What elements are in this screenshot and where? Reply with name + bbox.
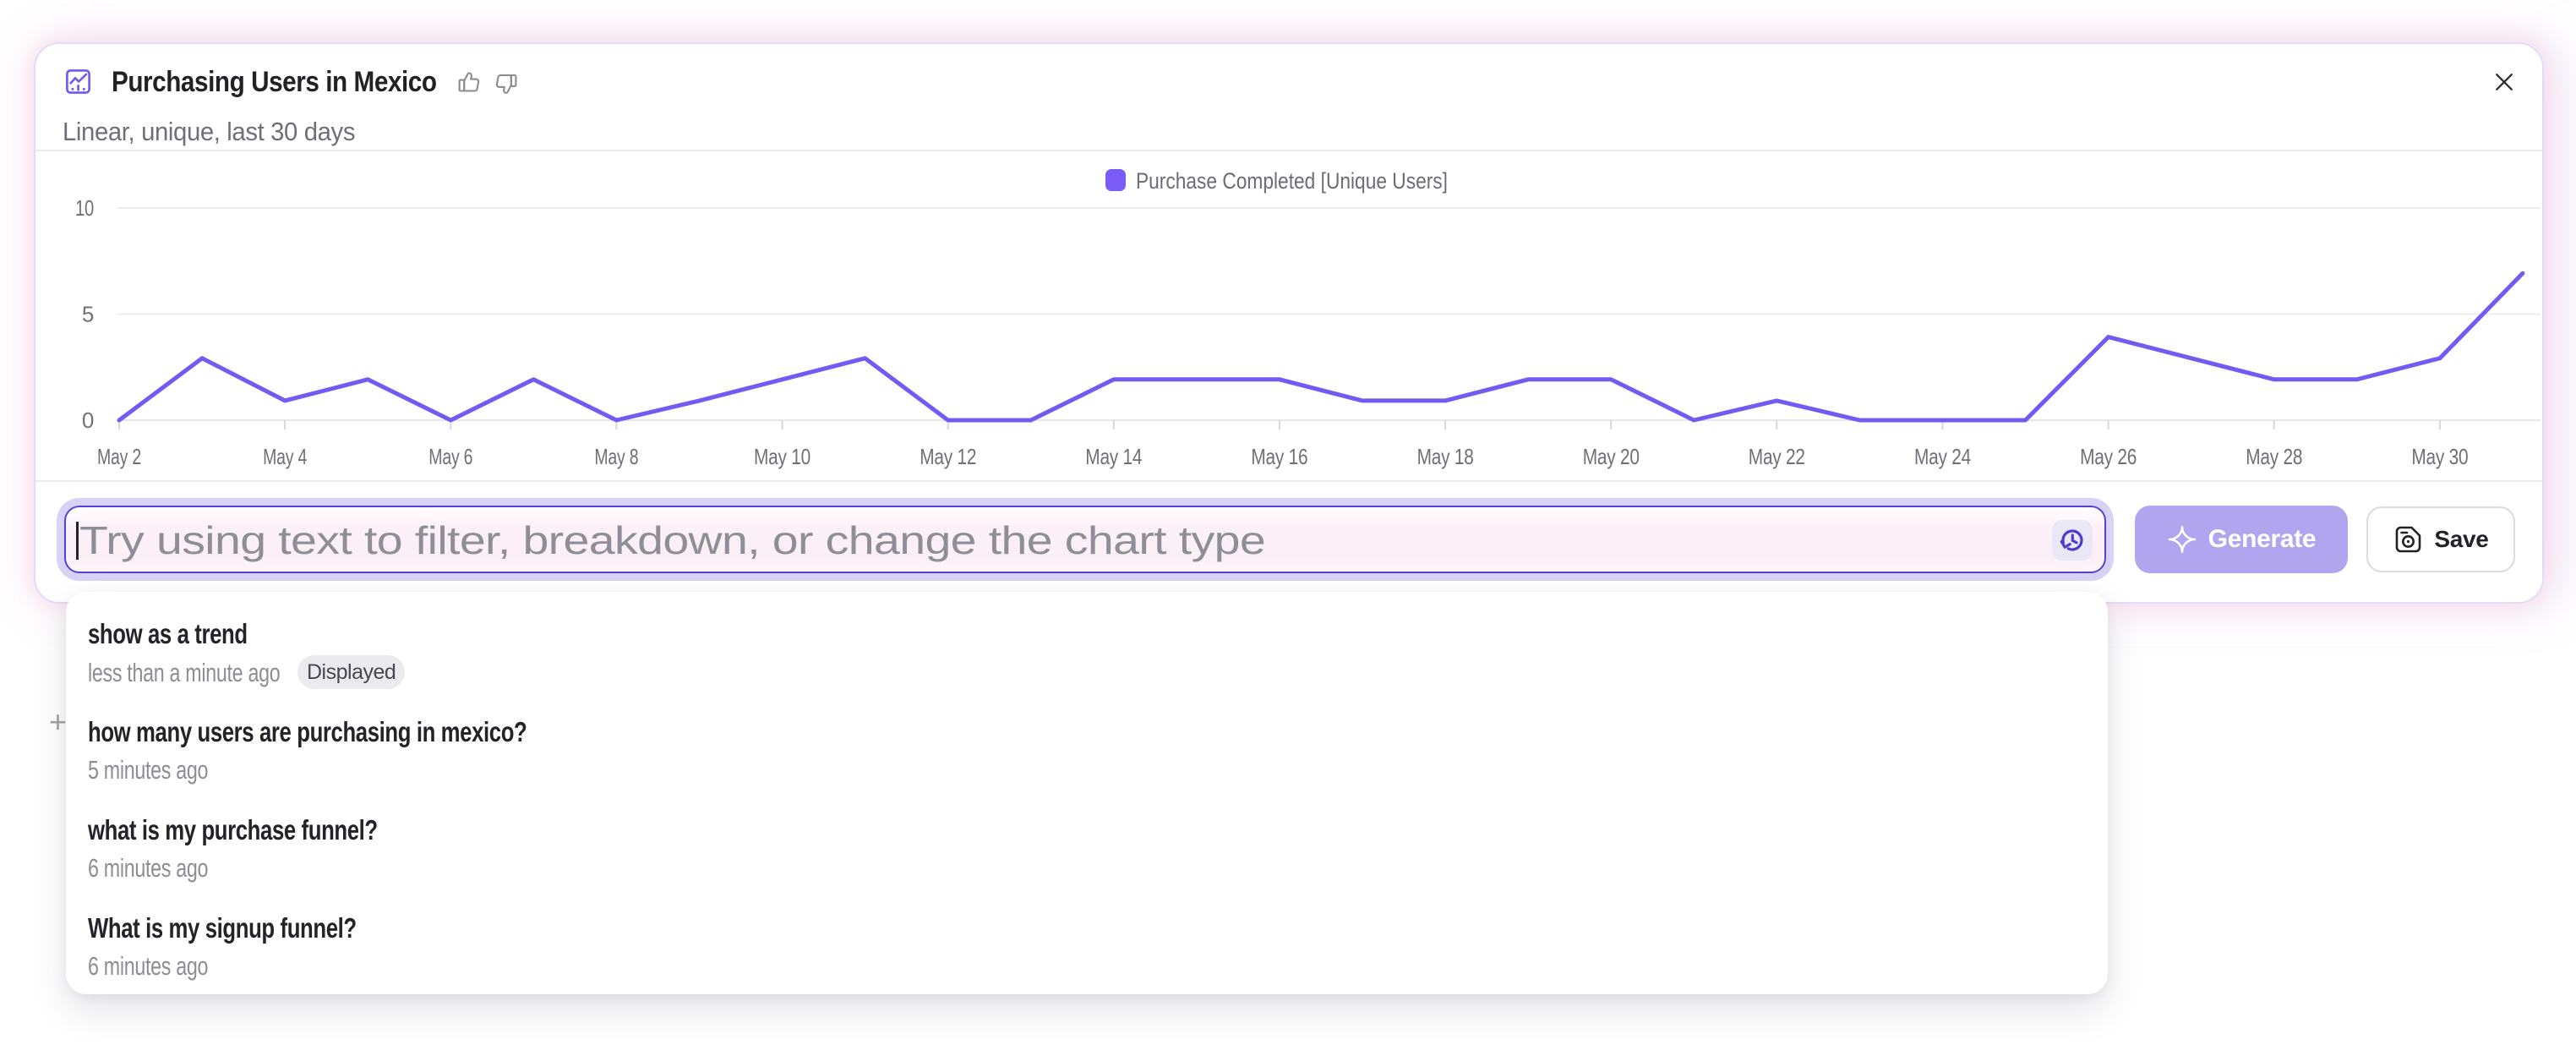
svg-text:May 22: May 22 bbox=[1749, 444, 1805, 469]
svg-text:5: 5 bbox=[82, 302, 94, 327]
svg-text:May 26: May 26 bbox=[2080, 444, 2137, 469]
svg-text:May 10: May 10 bbox=[754, 444, 810, 469]
svg-text:Purchase Completed [Unique Use: Purchase Completed [Unique Users] bbox=[1136, 168, 1448, 194]
svg-text:May 6: May 6 bbox=[428, 444, 472, 469]
svg-text:May 16: May 16 bbox=[1251, 444, 1307, 469]
svg-text:May 2: May 2 bbox=[97, 444, 141, 469]
svg-text:May 24: May 24 bbox=[1914, 444, 1971, 469]
svg-text:May 30: May 30 bbox=[2411, 444, 2468, 469]
svg-text:0: 0 bbox=[82, 408, 94, 433]
svg-text:May 14: May 14 bbox=[1085, 444, 1142, 469]
svg-text:10: 10 bbox=[75, 195, 94, 221]
svg-text:May 20: May 20 bbox=[1583, 444, 1640, 469]
svg-text:May 18: May 18 bbox=[1417, 444, 1474, 469]
svg-text:May 4: May 4 bbox=[263, 444, 307, 469]
svg-text:May 28: May 28 bbox=[2246, 444, 2302, 469]
svg-text:May 12: May 12 bbox=[920, 444, 976, 469]
svg-text:May 8: May 8 bbox=[594, 444, 638, 469]
